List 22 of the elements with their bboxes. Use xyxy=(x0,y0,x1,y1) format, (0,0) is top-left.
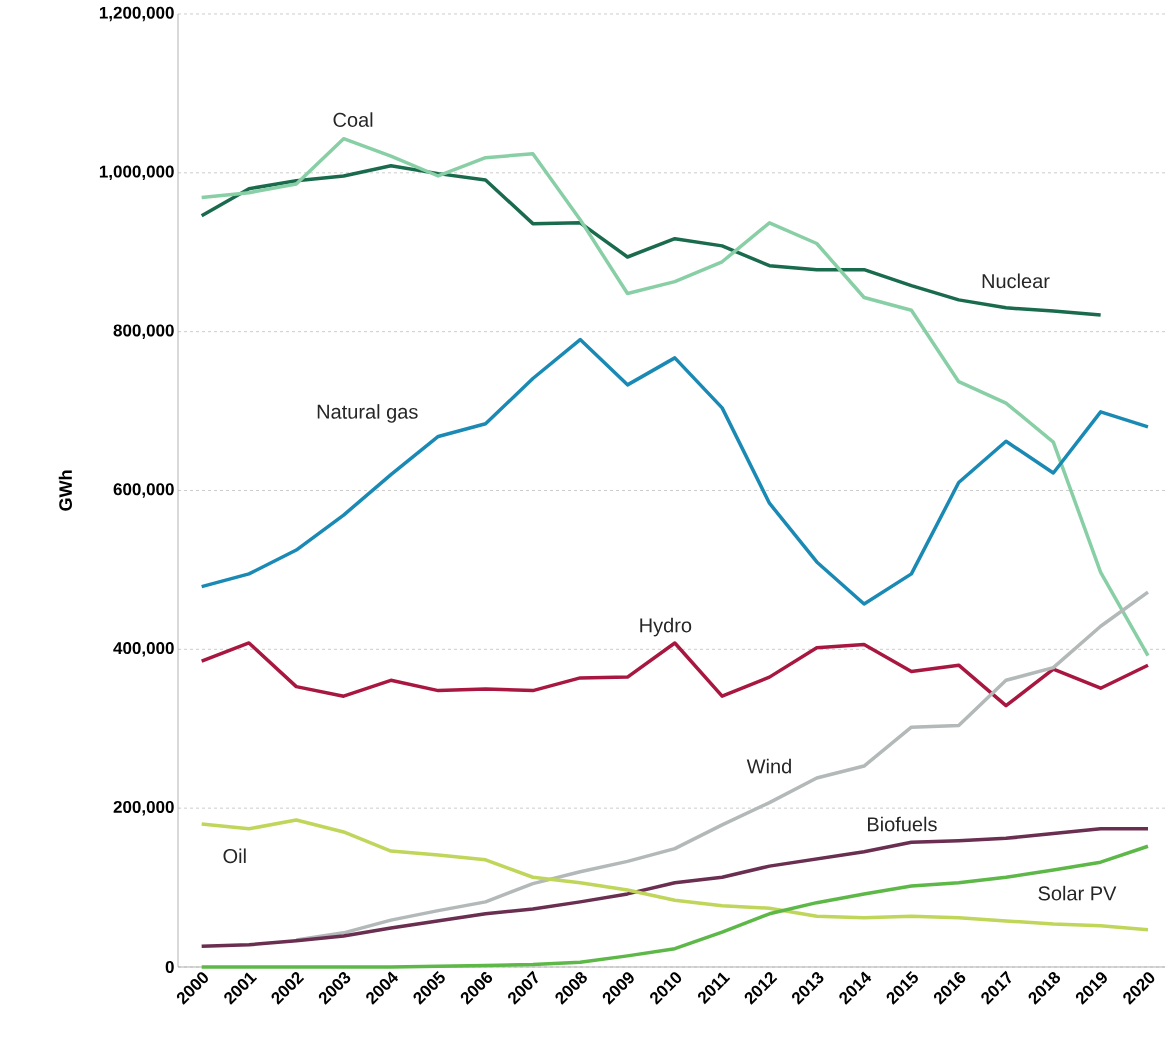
line-series xyxy=(199,337,1150,606)
series-label: Natural gas xyxy=(317,404,418,423)
series-label: Coal xyxy=(333,112,373,127)
line-series xyxy=(199,136,1150,658)
line-series xyxy=(294,590,1150,942)
y-tick-label: 1,000,000 xyxy=(99,165,174,181)
series-label: Solar PV xyxy=(1038,885,1117,901)
line-series xyxy=(199,163,1103,317)
y-axis-title: GWh xyxy=(58,470,72,511)
line-series xyxy=(199,818,1150,932)
y-tick-label: 200,000 xyxy=(113,800,174,816)
y-tick-label: 0 xyxy=(165,960,174,974)
y-tick-label: 600,000 xyxy=(113,483,174,498)
series-label: Oil xyxy=(223,848,246,864)
line-series xyxy=(199,641,1150,708)
series-label: Wind xyxy=(746,758,791,774)
series-label: Hydro xyxy=(640,617,692,637)
series-label: Nuclear xyxy=(982,273,1050,289)
y-tick-label: 400,000 xyxy=(113,642,174,657)
series-label: Biofuels xyxy=(868,816,937,832)
y-tick-label: 800,000 xyxy=(113,324,174,339)
y-tick-label: 1,200,000 xyxy=(99,6,174,22)
